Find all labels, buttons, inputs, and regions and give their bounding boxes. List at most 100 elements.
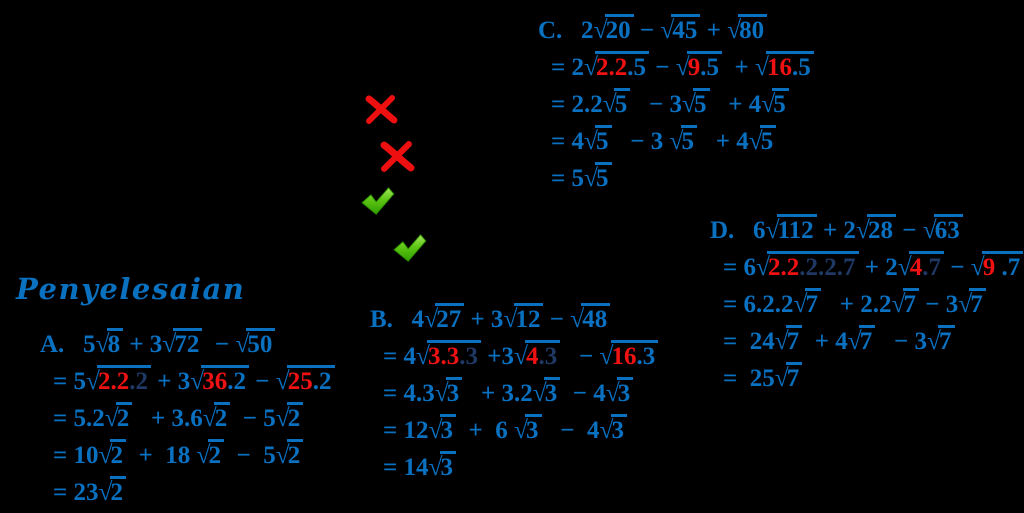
math-token: 16 [767,54,792,81]
math-line: = 4√3.3.3 +3√4.3 − √16.3 [370,338,659,375]
math-line: = 12√3 + 6 √3 − 4√3 [370,412,658,449]
math-token: 50 [247,331,273,358]
math-line: = 4.3√3 + 3.2√3 − 4√3 [370,375,658,412]
radical-sign-icon: √ [748,126,763,155]
sqrt-radical: √80 [727,14,768,44]
radical-sign-icon: √ [761,89,775,118]
radical-sign-icon: √ [424,304,438,333]
math-line: = 23√2 [40,474,335,511]
math-token: 2 [110,442,124,469]
radical-sign-icon: √ [669,126,684,155]
radicand: 7 [902,288,919,318]
math-token: .2 [312,368,332,395]
math-token: + 6 [456,417,514,444]
math-token: 12 [515,306,541,333]
check-icon [391,233,428,263]
math-token: 7 [786,365,800,392]
math-token: = 6.2.2 [723,291,794,318]
math-token: 9 [982,254,996,281]
radicand: 2 [286,402,304,432]
math-token: = 10 [53,442,99,469]
math-line: = 5√5 [538,160,814,197]
math-token: 3 [544,380,558,407]
math-line: = 24√7 + 4√7 − 3√7 [710,323,1023,360]
math-token: − 3 [630,91,682,118]
radical-sign-icon: √ [428,452,443,481]
radicand: 2.2.2 [97,365,151,395]
radical-sign-icon: √ [532,378,547,407]
math-token: 25 [287,368,313,395]
math-line: = 6.2.2√7 + 2.2√7 − 3√7 [710,286,1023,323]
sqrt-radical: √5 [761,88,789,118]
math-token: + 3.2 [462,380,533,407]
math-token: 16 [611,343,637,370]
math-token: + 4 [802,328,848,355]
math-token: 3 [440,417,454,444]
solution-section-c: C. 2√20 − √45 + √80 = 2√2.2.5 − √9.5 + √1… [538,12,814,197]
math-token: 9 [687,54,701,81]
sqrt-radical: √2.2.2 [86,365,151,395]
sqrt-radical: √2 [99,476,126,506]
radicand: 8 [106,328,124,358]
math-token: B. 4 [370,306,425,333]
radicand: 7 [785,325,803,355]
radical-sign-icon: √ [675,52,690,81]
sqrt-radical: √5 [748,125,777,155]
sqrt-radical: √7 [847,325,876,355]
sqrt-radical: √7 [775,325,803,355]
math-token: 2 [287,405,301,432]
math-token: = 14 [383,454,429,481]
math-line: = 25√7 [710,360,1023,397]
solution-section-d: D. 6√112 + 2√28 − √63 = 6√2.2.2.2.7 + 2√4… [710,212,1024,397]
math-token: = 12 [383,417,429,444]
sqrt-radical: √20 [593,14,634,44]
math-token: − 3 [875,328,927,355]
math-token: = 23 [53,479,99,506]
radical-sign-icon: √ [593,15,608,44]
radicand: 4.3 [525,340,561,370]
math-token: 2 [214,405,228,432]
radical-sign-icon: √ [922,215,937,244]
math-token: = 25 [723,365,775,392]
math-line: = 4√5 − 3 √5 + 4√5 [538,123,814,160]
radical-sign-icon: √ [196,440,211,469]
radicand: 5 [680,125,697,155]
math-line: C. 2√20 − √45 + √80 [538,12,814,49]
sqrt-radical: √5 [669,125,697,155]
math-token: .3 [636,343,656,370]
radical-sign-icon: √ [682,89,696,118]
check-icon [359,186,396,216]
radicand: 7 [969,288,986,318]
math-token: 63 [934,217,960,244]
sqrt-radical: √28 [856,214,896,244]
radicand: 5 [772,88,789,118]
radicand: 80 [738,14,768,44]
math-token: 20 [605,17,631,44]
sqrt-radical: √9 .7 [971,251,1024,281]
radical-sign-icon: √ [847,326,862,355]
radical-sign-icon: √ [104,403,119,432]
sqrt-radical: √63 [922,214,963,244]
math-token: .2.2.7 [799,254,856,281]
sqrt-radical: √112 [766,214,817,244]
math-line: = 5.2√2 + 3.6√2 − 5√2 [40,400,335,437]
radical-sign-icon: √ [503,304,517,333]
sqrt-radical: √50 [235,328,276,358]
math-token: + [700,17,728,44]
radicand: 16.5 [766,51,814,81]
radical-sign-icon: √ [235,329,249,358]
radicand: 3.3.3 [427,340,481,370]
math-token: 5 [614,91,628,118]
math-token: 5 [596,128,609,155]
math-token: 2 [116,405,130,432]
radical-sign-icon: √ [98,440,113,469]
math-token: 27 [436,306,462,333]
sqrt-radical: √2 [104,402,133,432]
math-token: .5 [700,54,719,81]
math-token: = 24 [723,328,775,355]
math-token: 5 [596,165,609,192]
radicand: 9 .7 [981,251,1024,281]
sqrt-radical: √5 [584,162,612,192]
math-token: + 2 [858,254,898,281]
